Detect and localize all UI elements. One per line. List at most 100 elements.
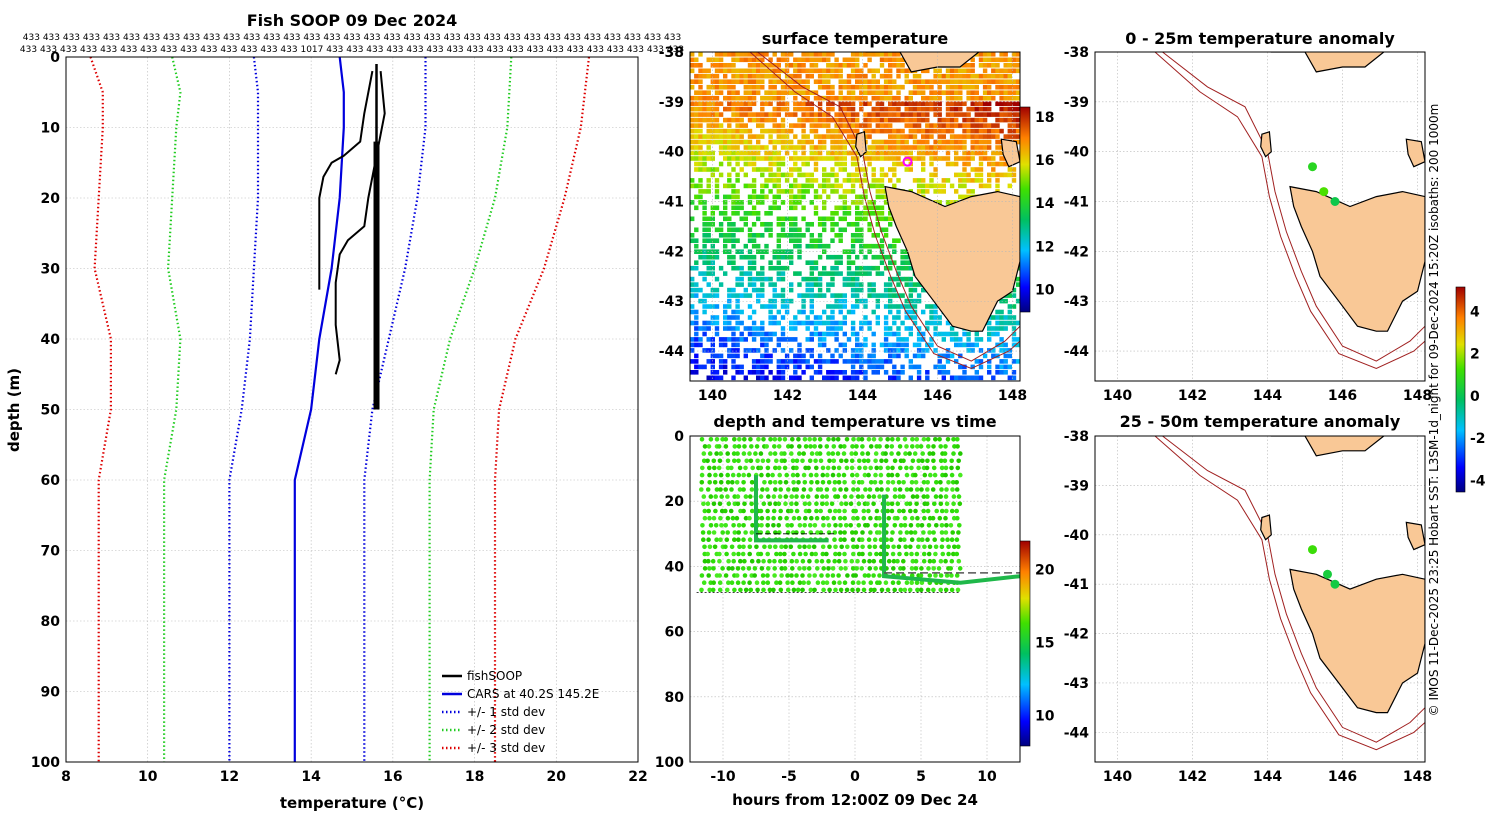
sst-cell [916, 375, 922, 381]
sst-cell [760, 117, 765, 123]
sst-cell [999, 150, 1004, 156]
depthtime-dot [705, 501, 711, 507]
sst-cell [966, 337, 971, 342]
sst-cell [768, 139, 773, 145]
sst-cell [751, 194, 757, 200]
sst-cell [978, 183, 984, 189]
sst-xtick: 144 [848, 388, 877, 404]
sst-cell [995, 326, 1000, 331]
sst-cell [1015, 101, 1020, 106]
sst-cell [727, 90, 732, 95]
depthtime-dot [833, 523, 838, 528]
sst-cell [879, 216, 885, 222]
sst-cell [739, 370, 744, 375]
depthtime-dot [932, 501, 937, 507]
depthtime-dot [957, 523, 962, 528]
depthtime-dot [930, 515, 936, 521]
sst-ytick: -38 [659, 45, 684, 61]
sst-cell [768, 265, 773, 271]
sst-cell [751, 112, 757, 117]
depthtime-xtick: 10 [977, 769, 997, 785]
sst-cell [780, 233, 786, 238]
depthtime-ytick: 60 [665, 625, 685, 641]
sst-cell [916, 112, 922, 117]
sst-cell [871, 353, 876, 359]
sst-cell [826, 216, 831, 222]
sst-cell [747, 304, 753, 309]
sst-cell [735, 90, 740, 95]
sst-cell [982, 139, 988, 145]
sst-cell [735, 320, 740, 326]
sst-cell [739, 227, 744, 233]
sst-cell [999, 90, 1004, 95]
sst-cell [747, 134, 753, 139]
depthtime-dot [705, 458, 710, 464]
sst-cell [826, 370, 831, 375]
depthtime-dot [845, 544, 850, 550]
sst-cell [1015, 282, 1020, 287]
depthtime-dot [854, 566, 859, 571]
anom2-points [1308, 545, 1340, 589]
sst-isobath-1000m [749, 52, 1020, 370]
sst-cell [690, 276, 695, 282]
sst-cell [817, 293, 823, 298]
depthtime-dot [731, 551, 736, 557]
depthtime-dot [711, 515, 717, 521]
sst-cell [760, 101, 765, 106]
sst-cell [883, 348, 889, 353]
sst-cell [743, 90, 748, 95]
sst-cell [978, 337, 984, 342]
depthtime-dot [856, 501, 862, 507]
sst-cell [879, 189, 885, 194]
sst-cell [892, 238, 897, 243]
sst-cell [764, 359, 769, 364]
sst-cell [896, 156, 901, 161]
depthtime-dot [838, 587, 844, 593]
sst-cell [987, 161, 992, 167]
sst-cell [900, 342, 905, 348]
sst-cell [859, 106, 864, 112]
profile-top-labels-row1: 433 433 433 433 433 433 433 433 433 433 … [23, 33, 681, 43]
depthtime-dot [938, 444, 943, 449]
sst-cell [916, 364, 922, 370]
depthtime-dot [878, 480, 884, 485]
depthtime-dot [885, 508, 890, 514]
sst-cell [809, 106, 814, 112]
depthtime-dot [784, 515, 789, 521]
sst-cell [706, 68, 711, 74]
depthtime-dot [931, 558, 937, 564]
sst-cell [991, 167, 996, 172]
sst-cell [987, 123, 992, 128]
sst-cell [850, 287, 856, 293]
sst-cell [727, 139, 732, 145]
depthtime-dot [859, 566, 864, 571]
sst-cell [949, 123, 955, 128]
depthtime-dot [957, 566, 963, 571]
depthtime-dot [778, 558, 783, 564]
anom1-xtick: 142 [1178, 388, 1207, 404]
sst-cell [834, 150, 839, 156]
sst-cell [768, 205, 773, 211]
sst-cell [801, 145, 806, 150]
sst-cell [731, 73, 736, 79]
sst-cell [731, 145, 736, 150]
sst-cell [912, 73, 918, 79]
sst-cell [718, 145, 724, 150]
sst-cell [991, 315, 996, 320]
sst-cell [1003, 370, 1008, 375]
sst-cell [896, 139, 901, 145]
sst-cell [764, 156, 769, 161]
sst-cell [904, 353, 909, 359]
sst-cell [789, 79, 794, 84]
sst-cell [888, 331, 893, 337]
depthtime-dot [796, 480, 801, 485]
depthtime-dot [717, 558, 722, 564]
depthtime-colorbar-label: 20 [1035, 562, 1055, 578]
depthtime-dot [743, 494, 749, 499]
depthtime-dot [851, 480, 856, 485]
sst-cell [793, 90, 798, 95]
sst-cell [908, 282, 913, 287]
sst-cell [764, 150, 769, 156]
sst-cell [842, 342, 847, 348]
anom1-isobath-200m [1162, 52, 1425, 362]
